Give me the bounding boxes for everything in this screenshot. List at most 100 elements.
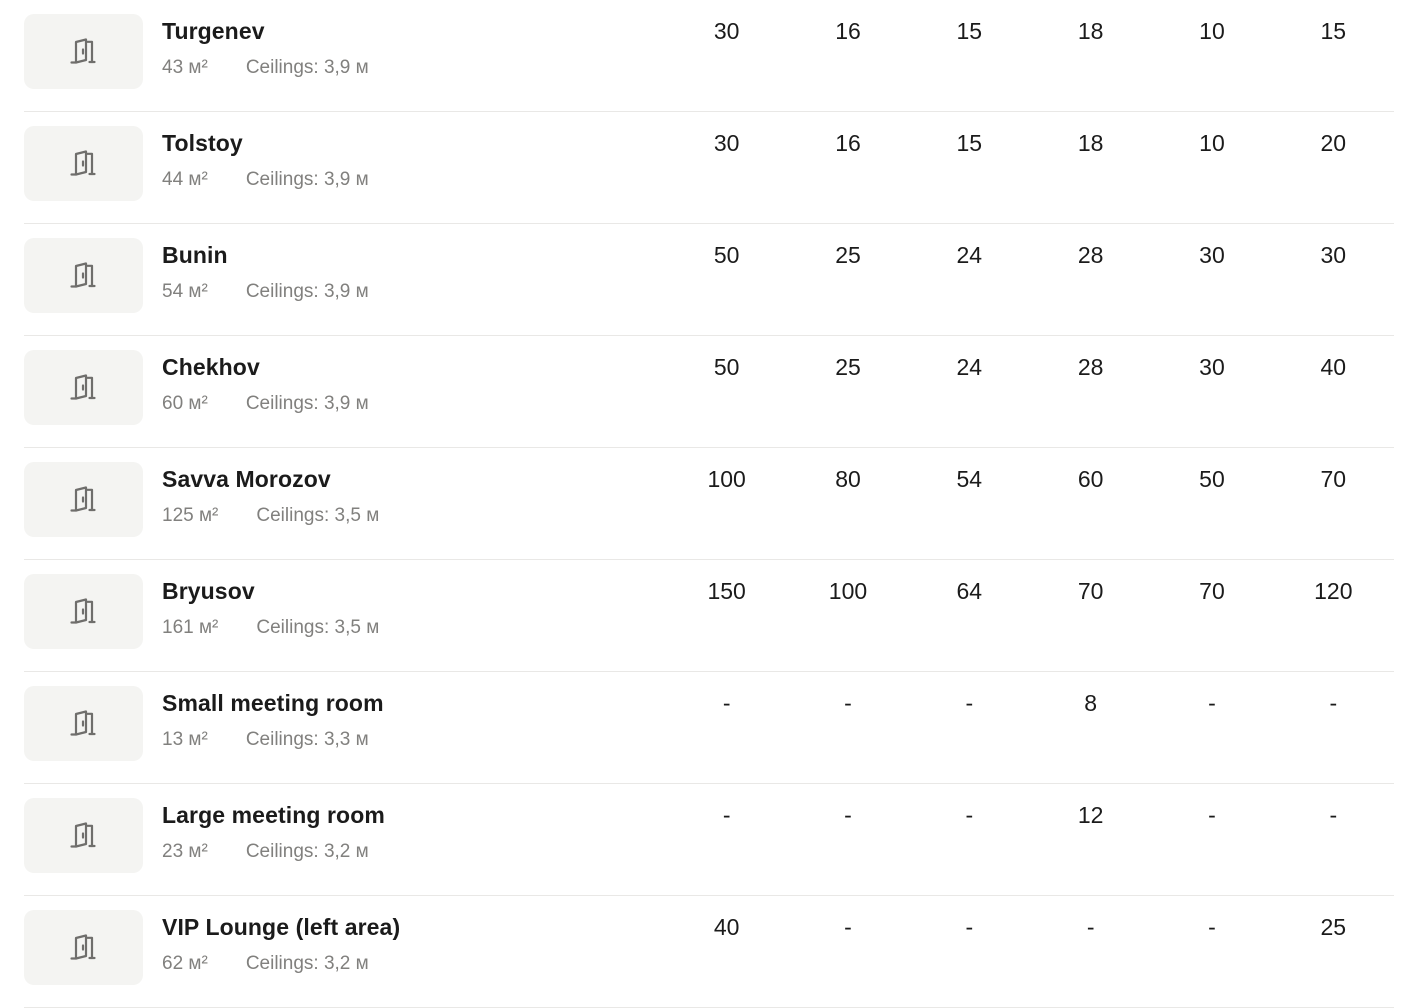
room-area: 23 м² [162, 841, 208, 862]
capacity-value: 50 [713, 354, 740, 380]
capacity-value: 40 [1320, 354, 1347, 380]
room-meta: 54 м² Ceilings: 3,9 м [162, 280, 666, 304]
capacity-value: 25 [835, 354, 861, 380]
capacity-value: - [1086, 914, 1095, 940]
room-ceiling-height: Ceilings: 3,5 м [256, 505, 380, 526]
table-row[interactable]: Savva Morozov 125 м² Ceilings: 3,5 м 100… [24, 448, 1394, 560]
door-open-icon [69, 597, 96, 624]
room-name: Small meeting room [162, 690, 384, 716]
door-open-icon [69, 373, 96, 400]
capacity-value: 64 [956, 578, 983, 604]
capacity-value: - [722, 690, 731, 716]
capacity-value: 28 [1077, 354, 1104, 380]
capacity-value: 20 [1320, 130, 1347, 156]
capacity-value: 16 [835, 18, 861, 44]
door-open-icon [69, 933, 96, 960]
capacity-value: - [1208, 914, 1216, 940]
room-name: Large meeting room [162, 802, 385, 828]
capacity-value: 8 [1084, 690, 1098, 716]
capacity-value: 70 [1077, 578, 1104, 604]
table-row[interactable]: Chekhov 60 м² Ceilings: 3,9 м 50 25 24 2… [24, 336, 1394, 448]
room-area: 44 м² [162, 169, 208, 190]
door-open-icon [69, 261, 96, 288]
table-row[interactable]: Large meeting room 23 м² Ceilings: 3,2 м… [24, 784, 1394, 896]
capacity-value: 54 [956, 466, 983, 492]
capacity-value: 18 [1077, 18, 1104, 44]
capacity-value: 10 [1199, 130, 1225, 156]
room-info: Bunin 54 м² Ceilings: 3,9 м [162, 224, 666, 304]
capacity-value: 80 [835, 466, 861, 492]
capacity-cells: - - - 12 - - [666, 784, 1394, 830]
room-info: Bryusov 161 м² Ceilings: 3,5 м [162, 560, 666, 640]
capacity-value: 50 [713, 242, 740, 268]
capacity-value: - [844, 802, 852, 828]
capacity-cells: 30 16 15 18 10 20 [666, 112, 1394, 158]
door-open-icon [69, 485, 96, 512]
capacity-value: - [722, 802, 731, 828]
room-area: 54 м² [162, 281, 208, 302]
capacity-value: 15 [956, 18, 983, 44]
capacity-cells: 150 100 64 70 70 120 [666, 560, 1394, 606]
room-info: Large meeting room 23 м² Ceilings: 3,2 м [162, 784, 666, 864]
table-row[interactable]: Turgenev 43 м² Ceilings: 3,9 м 30 16 15 … [24, 0, 1394, 112]
room-area: 125 м² [162, 505, 219, 526]
capacity-value: - [1208, 802, 1216, 828]
room-name: Bryusov [162, 578, 255, 604]
capacity-value: 25 [1320, 914, 1347, 940]
capacity-value: 30 [1199, 242, 1225, 268]
room-info: Savva Morozov 125 м² Ceilings: 3,5 м [162, 448, 666, 528]
capacity-value: 150 [707, 578, 746, 604]
room-info: Tolstoy 44 м² Ceilings: 3,9 м [162, 112, 666, 192]
capacity-value: - [1329, 802, 1338, 828]
capacity-cells: 50 25 24 28 30 40 [666, 336, 1394, 382]
capacity-value: 30 [1199, 354, 1225, 380]
room-ceiling-height: Ceilings: 3,9 м [245, 169, 369, 190]
room-ceiling-height: Ceilings: 3,2 м [245, 953, 369, 974]
room-icon-tile [24, 574, 143, 649]
capacity-value: 10 [1199, 18, 1225, 44]
door-open-icon [69, 821, 96, 848]
capacity-value: - [965, 690, 974, 716]
capacity-value: 16 [835, 130, 861, 156]
table-row[interactable]: Bryusov 161 м² Ceilings: 3,5 м 150 100 6… [24, 560, 1394, 672]
capacity-value: - [965, 802, 974, 828]
room-ceiling-height: Ceilings: 3,9 м [245, 393, 369, 414]
capacity-value: 70 [1199, 578, 1225, 604]
capacity-value: 120 [1314, 578, 1353, 604]
room-meta: 44 м² Ceilings: 3,9 м [162, 168, 666, 192]
room-icon-tile [24, 462, 143, 537]
table-row[interactable]: VIP Lounge (left area) 62 м² Ceilings: 3… [24, 896, 1394, 1008]
capacity-value: 15 [1320, 18, 1347, 44]
capacity-value: 15 [956, 130, 983, 156]
room-name: VIP Lounge (left area) [162, 914, 401, 940]
door-open-icon [69, 149, 96, 176]
room-icon-tile [24, 14, 143, 89]
capacity-value: 24 [956, 354, 983, 380]
capacity-value: 30 [713, 130, 740, 156]
capacity-value: 28 [1077, 242, 1104, 268]
capacity-value: 25 [835, 242, 861, 268]
capacity-value: 70 [1320, 466, 1347, 492]
capacity-value: 12 [1077, 802, 1104, 828]
room-ceiling-height: Ceilings: 3,9 м [245, 281, 369, 302]
room-icon-tile [24, 686, 143, 761]
room-icon-tile [24, 126, 143, 201]
capacity-value: 18 [1077, 130, 1104, 156]
capacity-cells: - - - 8 - - [666, 672, 1394, 718]
capacity-cells: 100 80 54 60 50 70 [666, 448, 1394, 494]
room-ceiling-height: Ceilings: 3,9 м [245, 57, 369, 78]
room-icon-tile [24, 238, 143, 313]
room-meta: 125 м² Ceilings: 3,5 м [162, 504, 666, 528]
table-row[interactable]: Small meeting room 13 м² Ceilings: 3,3 м… [24, 672, 1394, 784]
room-ceiling-height: Ceilings: 3,3 м [245, 729, 369, 750]
room-name: Chekhov [162, 354, 260, 380]
room-meta: 62 м² Ceilings: 3,2 м [162, 952, 666, 976]
room-ceiling-height: Ceilings: 3,5 м [256, 617, 380, 638]
table-row[interactable]: Tolstoy 44 м² Ceilings: 3,9 м 30 16 15 1… [24, 112, 1394, 224]
door-open-icon [69, 37, 96, 64]
capacity-value: 30 [1320, 242, 1347, 268]
table-row[interactable]: Bunin 54 м² Ceilings: 3,9 м 50 25 24 28 … [24, 224, 1394, 336]
room-meta: 60 м² Ceilings: 3,9 м [162, 392, 666, 416]
room-area: 161 м² [162, 617, 219, 638]
